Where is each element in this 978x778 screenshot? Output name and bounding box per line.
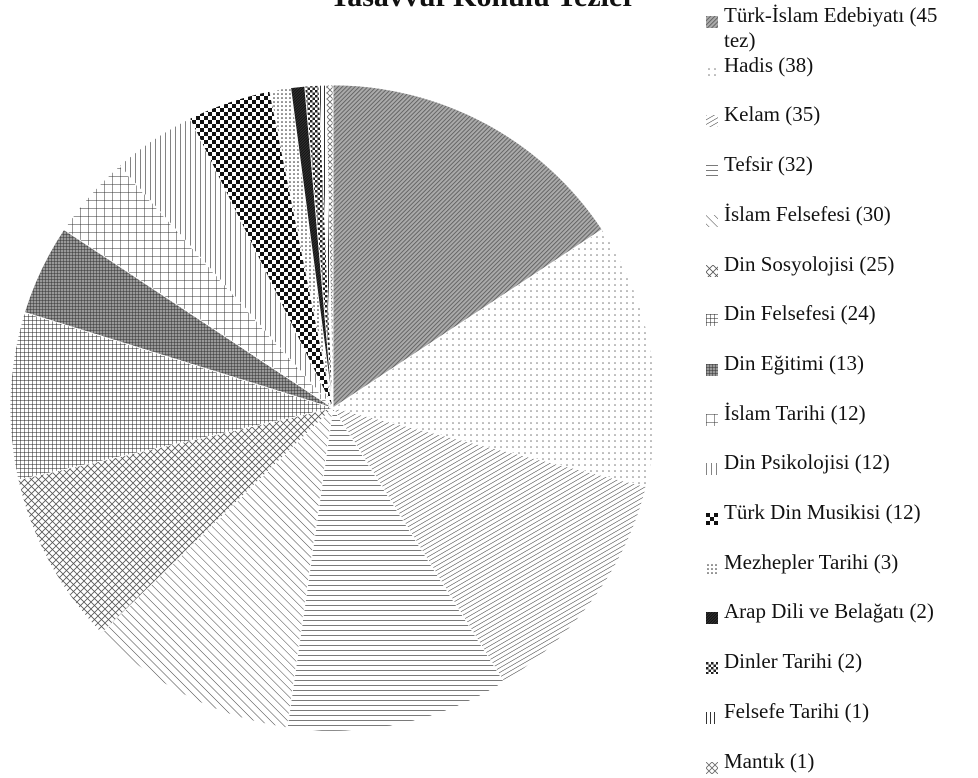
legend-label: İslam Felsefesi (30) [724,201,891,226]
legend-item: Türk Din Musikisi (12) [706,500,974,525]
pie-slice [286,406,505,732]
legend-item: Felsefe Tarihi (1) [706,699,974,724]
legend-label: Din Felsefesi (24) [724,301,876,326]
legend-swatch [706,258,718,277]
legend-swatch [706,158,718,178]
legend-label: Din Eğitimi (13) [724,350,864,375]
legend-label: Mantık (1) [724,748,815,773]
legend-swatch [706,307,718,327]
legend-label: Din Sosyolojisi (25) [724,251,895,276]
legend-swatch [706,208,718,227]
legend-item: Din Felsefesi (24) [706,301,974,327]
pie-slice [17,407,335,634]
legend-swatch [706,705,718,724]
legend-item: Din Psikolojisi (12) [706,450,974,476]
legend-label: Türk-İslam Edebiyatı (45 tez) [724,3,938,52]
legend-label: Din Psikolojisi (12) [724,450,890,475]
legend-item: Din Sosyolojisi (25) [706,252,974,277]
legend-item: Arap Dili ve Belağatı (2) [706,599,974,625]
legend-swatch [706,407,718,426]
legend-label: Türk Din Musikisi (12) [724,500,921,524]
pie-slice [332,407,647,683]
legend-swatch [706,108,718,128]
legend-item: Dinler Tarihi (2) [706,649,974,675]
legend-swatch [706,755,718,774]
legend-item: Tefsir (32) [706,152,974,178]
legend-item: Türk-İslam Edebiyatı (45 tez) [706,3,974,53]
legend-item: İslam Tarihi (12) [706,401,974,426]
legend-label: Arap Dili ve Belağatı (2) [724,599,934,624]
legend-label: Kelam (35) [724,102,821,127]
legend-item: Din Eğitimi (13) [706,351,974,376]
legend-item: Mezhepler Tarihi (3) [706,550,974,575]
chart-title: Tasavvuf Konulu Tezler [330,0,636,14]
legend-label: Dinler Tarihi (2) [724,649,863,674]
pie-slice [332,228,657,488]
legend-swatch [706,9,718,28]
legend-swatch [706,506,718,525]
pie-slice [325,84,334,409]
legend-item: Hadis (38) [706,53,974,78]
legend-label: İslam Tarihi (12) [724,400,866,425]
legend-item: Kelam (35) [706,102,974,128]
legend-swatch [706,605,718,625]
legend-swatch [706,59,718,78]
legend-item: Mantık (1) [706,749,974,774]
pie-slice [9,311,335,481]
pie-slice [100,406,334,729]
legend-swatch [706,655,718,675]
legend-swatch [706,456,718,476]
pie-slice [332,84,603,409]
legend-label: Felsefe Tarihi (1) [724,698,870,723]
legend-swatch [706,357,718,376]
legend-item: İslam Felsefesi (30) [706,202,974,227]
legend-label: Hadis (38) [724,52,814,77]
legend-swatch [706,556,718,575]
legend-label: Mezhepler Tarihi (3) [724,549,899,574]
legend-label: Tefsir (32) [724,152,813,177]
